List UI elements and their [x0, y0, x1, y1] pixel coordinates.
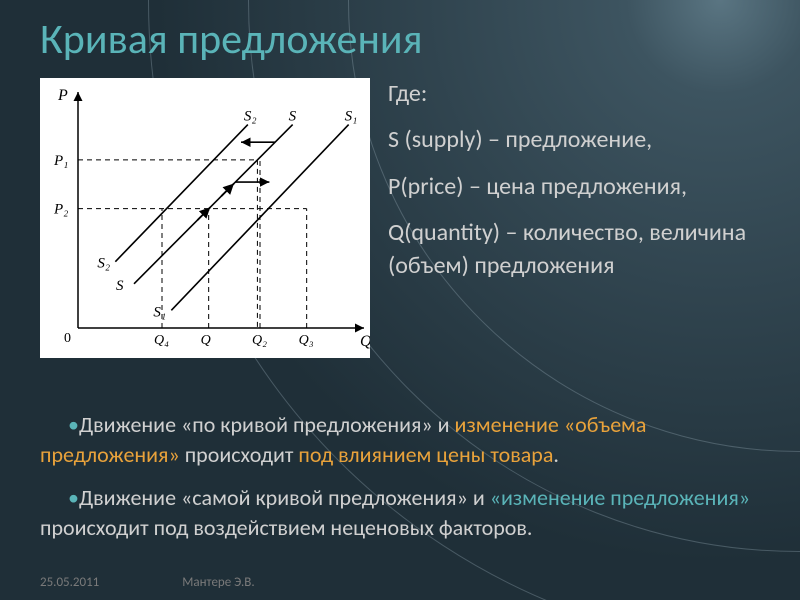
footer-author: Мантере Э.В.: [182, 575, 254, 590]
svg-text:Q₃: Q₃: [299, 333, 314, 348]
body-line-2: •Движение «самой кривой предложения» и «…: [40, 483, 760, 542]
legend-block: Где: S (supply) – предложение, P(price) …: [388, 78, 772, 296]
svg-text:S₁: S₁: [153, 304, 166, 320]
slide-title: Кривая предложения: [40, 14, 423, 65]
svg-text:S: S: [116, 278, 124, 294]
legend-s: S (supply) – предложение,: [388, 124, 772, 156]
body-text: •Движение «по кривой предложения» и изме…: [40, 410, 760, 557]
svg-text:Q₄: Q₄: [154, 333, 169, 348]
svg-text:0: 0: [64, 331, 71, 346]
svg-text:S₁: S₁: [345, 109, 358, 125]
body-line-1: •Движение «по кривой предложения» и изме…: [40, 410, 760, 469]
svg-text:Q₂: Q₂: [252, 333, 267, 348]
svg-text:P₁: P₁: [53, 153, 68, 169]
bullet-icon: •: [68, 411, 79, 438]
bullet-icon: •: [68, 484, 79, 511]
svg-text:S₂: S₂: [97, 256, 110, 272]
svg-text:P: P: [57, 87, 68, 104]
footer-date: 25.05.2011: [40, 575, 99, 590]
supply-curve-chart: P Q 0 S₂ S₂ S S S₁ S₁ P₁ P₂ Q₄ Q Q₂ Q₃: [40, 78, 370, 358]
legend-p: P(price) – цена предложения,: [388, 171, 772, 203]
svg-text:S: S: [289, 109, 297, 125]
svg-text:P₂: P₂: [53, 202, 68, 218]
legend-q: Q(quantity) – количество, величина (объе…: [388, 217, 772, 282]
legend-where: Где:: [388, 78, 772, 110]
svg-text:S₂: S₂: [244, 109, 257, 125]
footer: 25.05.2011 Мантере Э.В.: [40, 575, 255, 590]
svg-text:Q: Q: [201, 333, 211, 348]
svg-text:Q: Q: [360, 333, 370, 350]
